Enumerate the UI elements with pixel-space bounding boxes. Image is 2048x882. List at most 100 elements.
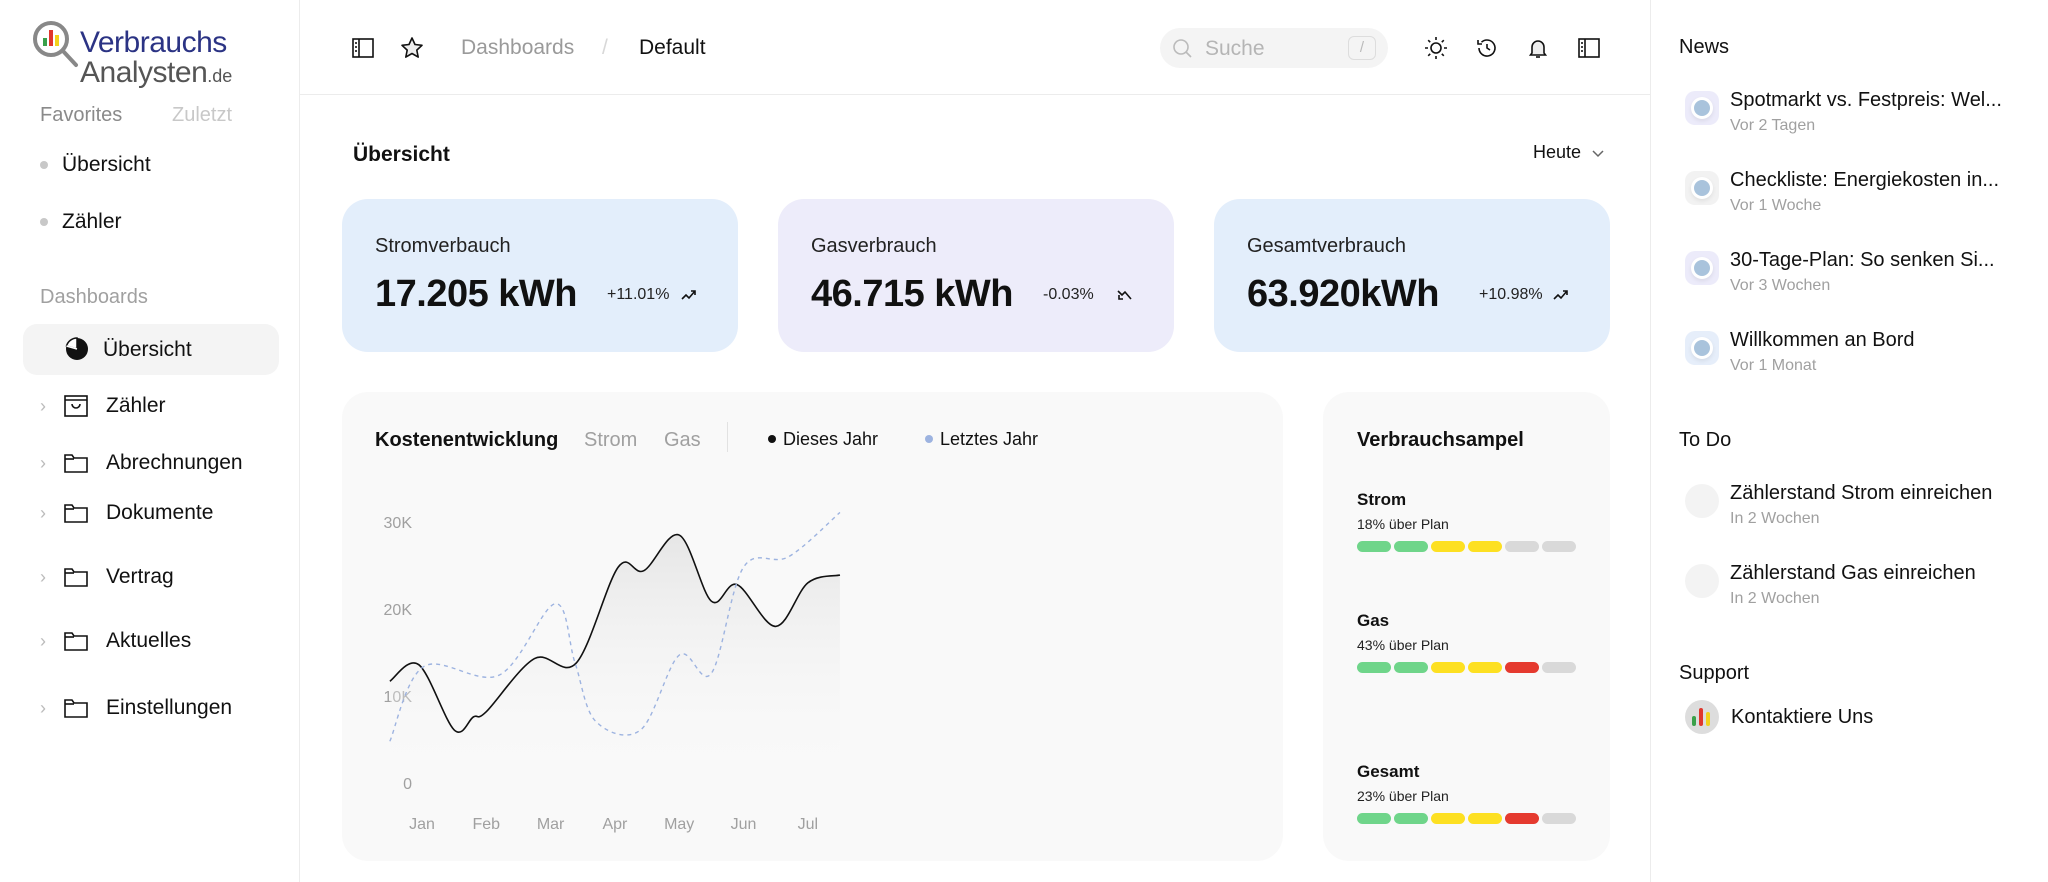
folder-icon: [64, 699, 88, 718]
ampel-segment-yellow: [1431, 813, 1465, 824]
news-dot-icon: [1685, 251, 1719, 285]
series-line-last-year: [389, 511, 841, 742]
sidebar-item-vertrag[interactable]: › Vertrag: [40, 565, 174, 589]
item-subtitle: In 2 Wochen: [1730, 510, 1820, 527]
kpi-delta: +11.01%: [607, 286, 670, 303]
sidebar-item-abrechnungen[interactable]: › Abrechnungen: [40, 451, 243, 475]
news-item[interactable]: Checkliste: Energiekosten in... Vor 1 Woc…: [1685, 169, 2025, 221]
kpi-value: 46.715 kWh: [811, 273, 1014, 315]
tab-strom[interactable]: Strom: [584, 429, 638, 451]
item-title: Zählerstand Gas einreichen: [1730, 562, 1976, 584]
news-item[interactable]: Willkommen an Bord Vor 1 Monat: [1685, 329, 2025, 381]
item-title: Zählerstand Strom einreichen: [1730, 482, 1993, 504]
item-subtitle: Vor 2 Tagen: [1730, 117, 1816, 134]
ampel-segment-red: [1505, 813, 1539, 824]
area-this-year: [389, 534, 840, 783]
logo-magnifier-icon: [33, 21, 78, 67]
kpi-delta: +10.98%: [1479, 286, 1543, 303]
legend-dot-this-year: [768, 435, 776, 443]
panel-toggle-icon[interactable]: [1578, 38, 1600, 58]
sidebar-item-uebersicht[interactable]: Übersicht: [23, 324, 279, 375]
tab-kostenentwicklung[interactable]: Kostenentwicklung: [375, 429, 559, 451]
bell-icon[interactable]: [1526, 36, 1550, 60]
kpi-label: Stromverbauch: [375, 235, 511, 257]
ampel-segment-green: [1394, 662, 1428, 673]
trend-up-icon: [1553, 290, 1568, 300]
x-tick-label: Feb: [473, 816, 501, 833]
right-panel: News To Do Support Kontaktiere Uns Spotm…: [1650, 0, 2048, 882]
consumption-traffic-light-card: Verbrauchsampel Strom 18% über Plan Gas 43%…: [1323, 392, 1610, 861]
pie-chart-icon: [65, 337, 88, 360]
breadcrumb-dashboards[interactable]: Dashboards: [461, 36, 575, 59]
history-icon[interactable]: [1475, 36, 1499, 60]
todo-item[interactable]: Zählerstand Strom einreichen In 2 Wochen: [1685, 482, 2025, 534]
ampel-row-status: 23% über Plan: [1357, 788, 1449, 804]
chevron-right-icon: ›: [40, 395, 46, 416]
ampel-segment-yellow: [1468, 541, 1502, 552]
todo-item[interactable]: Zählerstand Gas einreichen In 2 Wochen: [1685, 562, 2025, 614]
ampel-segment-gray: [1542, 813, 1576, 824]
ampel-segment-yellow: [1431, 662, 1465, 673]
trend-up-icon: [681, 290, 696, 300]
sidebar-item-label: Einstellungen: [106, 696, 233, 719]
sidebar-item-aktuelles[interactable]: › Aktuelles: [40, 629, 191, 653]
item-title: Willkommen an Bord: [1730, 329, 1915, 351]
tab-zuletzt[interactable]: Zuletzt: [172, 104, 233, 126]
ampel-segment-gray: [1542, 541, 1576, 552]
y-tick-label: 0: [403, 776, 412, 793]
support-contact-label: Kontaktiere Uns: [1731, 705, 1874, 728]
ampel-row-status: 43% über Plan: [1357, 637, 1449, 653]
star-icon[interactable]: [400, 36, 424, 60]
support-contact-item[interactable]: Kontaktiere Uns: [1685, 700, 1873, 734]
kpi-value: 17.205 kWh: [375, 273, 578, 315]
ampel-row-status: 18% über Plan: [1357, 516, 1449, 532]
sidebar-item-dokumente[interactable]: › Dokumente: [40, 501, 213, 525]
sidebar-item-label: Abrechnungen: [106, 451, 243, 474]
item-subtitle: Vor 1 Monat: [1730, 357, 1817, 374]
breadcrumb-separator: /: [602, 36, 608, 59]
folder-icon: [64, 568, 88, 587]
kpi-card: Gasverbrauch 46.715 kWh -0.03%: [778, 199, 1174, 352]
search-input[interactable]: Suche /: [1160, 28, 1388, 68]
tab-favorites[interactable]: Favorites: [40, 104, 123, 126]
x-tick-label: Jun: [731, 816, 757, 833]
x-tick-label: Jul: [798, 816, 818, 833]
tab-gas[interactable]: Gas: [664, 429, 701, 451]
sidebar-item-label: Dokumente: [106, 501, 214, 524]
ampel-segment-green: [1394, 541, 1428, 552]
search-icon: [1173, 39, 1192, 58]
favorite-label: Übersicht: [62, 153, 151, 176]
sidebar: Verbrauchs Analysten.de Favorites Zuletz…: [0, 0, 300, 882]
news-dot-icon: [1685, 91, 1719, 125]
y-tick-label: 20K: [384, 602, 413, 619]
legend-this-year: Dieses Jahr: [783, 429, 879, 449]
x-tick-label: Apr: [602, 816, 628, 833]
logo[interactable]: Verbrauchs Analysten.de: [32, 18, 242, 90]
news-item[interactable]: 30-Tage-Plan: So senken Si... Vor 3 Woche…: [1685, 249, 2025, 301]
sun-icon[interactable]: [1424, 36, 1448, 60]
chevron-right-icon: ›: [40, 566, 46, 587]
sidebar-item-zaehler[interactable]: › Zähler: [40, 394, 166, 418]
sidebar-item-einstellungen[interactable]: › Einstellungen: [40, 696, 232, 720]
x-tick-label: Jan: [409, 816, 435, 833]
ampel-segment-gray: [1542, 662, 1576, 673]
line-chart: 010K20K30KJanFebMarAprMayJunJul: [384, 511, 841, 833]
sidebar-item-label: Vertrag: [106, 565, 174, 588]
sidebar-toggle-icon[interactable]: [352, 38, 374, 58]
period-dropdown[interactable]: Heute: [1533, 142, 1605, 163]
news-item[interactable]: Spotmarkt vs. Festpreis: Wel... Vor 2 Tag…: [1685, 89, 2025, 141]
favorite-label: Zähler: [62, 210, 122, 233]
kpi-label: Gasverbrauch: [811, 235, 937, 257]
top-header: Dashboards / Default Suche /: [300, 0, 1650, 95]
legend-dot-last-year: [925, 435, 933, 443]
favorite-item-zaehler[interactable]: Zähler: [40, 210, 122, 234]
ampel-segment-green: [1357, 662, 1391, 673]
news-heading: News: [1679, 36, 1730, 58]
folder-icon: [64, 454, 88, 473]
favorite-item-uebersicht[interactable]: Übersicht: [40, 153, 151, 177]
ampel-row-label: Strom: [1357, 490, 1407, 509]
logo-suffix: .de: [207, 66, 233, 86]
trend-down-icon: [1117, 290, 1132, 300]
todo-circle-icon: [1685, 484, 1719, 518]
ampel-segment-red: [1505, 662, 1539, 673]
